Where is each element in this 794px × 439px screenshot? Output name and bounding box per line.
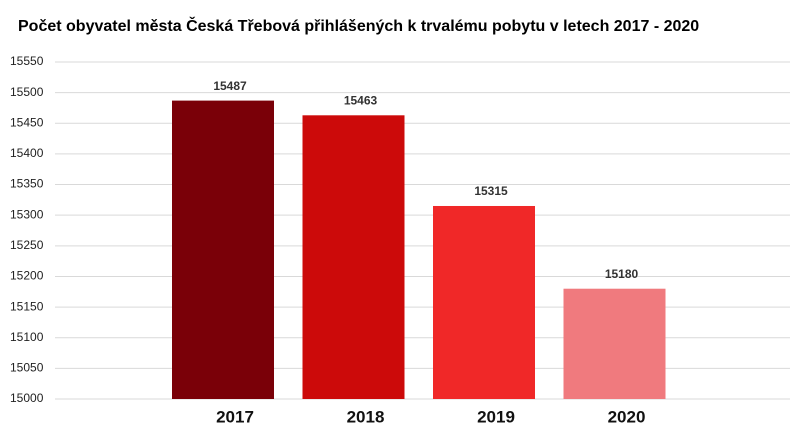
y-tick-label: 15400 (10, 146, 44, 160)
y-tick-label: 15450 (10, 115, 44, 129)
x-tick-label: 2019 (477, 407, 515, 426)
bar (172, 100, 274, 400)
y-tick-label: 15550 (10, 54, 44, 68)
y-tick-label: 15200 (10, 269, 44, 283)
value-label: 15487 (213, 79, 247, 93)
y-tick-label: 15350 (10, 177, 44, 191)
value-label: 15180 (605, 267, 639, 281)
y-tick-label: 15300 (10, 207, 44, 221)
x-tick-label: 2020 (608, 407, 646, 426)
bar (563, 288, 666, 399)
bar (433, 205, 535, 399)
y-tick-label: 15050 (10, 361, 44, 375)
x-tick-label: 2018 (347, 407, 385, 426)
y-tick-label: 15500 (10, 85, 44, 99)
y-tick-label: 15150 (10, 299, 44, 313)
value-label: 15463 (344, 93, 378, 107)
y-tick-label: 15100 (10, 330, 44, 344)
y-tick-label: 15000 (10, 391, 44, 405)
chart-title: Počet obyvatel města Česká Třebová přihl… (18, 16, 699, 35)
x-tick-label: 2017 (216, 407, 254, 426)
y-tick-label: 15250 (10, 238, 44, 252)
value-label: 15315 (474, 184, 508, 198)
bar (302, 115, 405, 399)
